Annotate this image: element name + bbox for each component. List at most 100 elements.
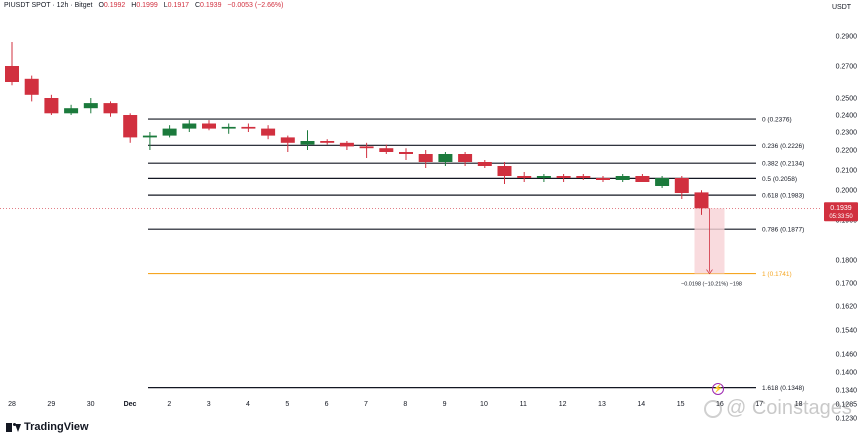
watermark-logo-icon	[704, 399, 722, 418]
candles-layer	[5, 42, 709, 215]
time-tick-label: 8	[403, 401, 407, 408]
exchange-label: Bitget	[74, 2, 93, 9]
candle-body	[142, 135, 157, 138]
price-tick-label: 0.1800	[836, 258, 858, 265]
measure-label: −0.0198 (−10.21%) −198	[681, 282, 742, 288]
time-tick-label: 29	[47, 401, 55, 408]
price-tick-label: 0.1400	[836, 370, 858, 377]
fib-level-label: 0 (0.2376)	[762, 117, 792, 124]
price-tick-label: 0.2400	[836, 113, 858, 120]
price-tick-label: 0.1285	[836, 402, 858, 409]
candle-body	[556, 176, 571, 178]
fib-level-label: 0.786 (0.1877)	[762, 227, 804, 234]
tradingview-wordmark: TradingView	[24, 421, 89, 433]
time-tick-label: Dec	[124, 401, 137, 408]
candle-body	[477, 162, 492, 166]
price-tick-label: 0.1230	[836, 416, 858, 423]
candle-body	[83, 103, 98, 109]
candle-body	[655, 178, 670, 186]
price-tick-label: 0.1540	[836, 328, 858, 335]
price-axis[interactable]: 0.2900 0.2700 0.2500 0.2400 0.2300 0.2200 0.21…	[824, 34, 858, 423]
symbol-name[interactable]: PIUSDT SPOT	[4, 2, 51, 9]
candle-body	[123, 115, 138, 138]
price-tick-label: 0.2900	[836, 34, 858, 41]
price-tick-label: 0.2700	[836, 64, 858, 71]
time-tick-label: 17	[755, 401, 763, 408]
candle-body	[399, 152, 413, 154]
measure-layer: −0.0198 (−10.21%) −198	[681, 208, 742, 288]
price-tick-label: 0.1700	[836, 281, 858, 288]
price-tick-label: 0.1460	[836, 352, 858, 359]
fib-level-label: 1 (0.1741)	[762, 271, 792, 278]
candle-body	[418, 154, 433, 162]
fib-level-label: 0.5 (0.2058)	[762, 176, 797, 183]
lightning-icon[interactable]: ⚡	[712, 383, 724, 395]
time-tick-label: 15	[677, 401, 685, 408]
ohlc-low: L0.1917	[163, 2, 190, 9]
price-tick-label: 0.2100	[836, 168, 858, 175]
fib-level-label: 1.618 (0.1348)	[762, 385, 804, 392]
candle-body	[359, 146, 374, 149]
measure-arrow-head	[706, 269, 713, 275]
current-price-tag	[824, 202, 858, 222]
ohlc-close: C0.1939	[194, 2, 222, 9]
fib-layer: 0 (0.2376) 0.236 (0.2226) 0.382 (0.2134) 0.…	[0, 117, 822, 392]
candle-body	[615, 176, 630, 180]
candle-body	[64, 108, 79, 114]
time-tick-label: 13	[598, 401, 606, 408]
watermark-text: @ Coinstages	[726, 397, 852, 419]
candle-body	[458, 154, 473, 162]
separator: ·	[52, 2, 57, 9]
time-tick-label: 2	[167, 401, 171, 408]
candle-body	[103, 103, 118, 114]
time-tick-label: 5	[285, 401, 289, 408]
fib-level-label: 0.618 (0.1983)	[762, 193, 804, 200]
candle-body	[241, 126, 256, 129]
candle-body	[517, 176, 532, 178]
time-tick-label: 14	[637, 401, 645, 408]
candle-body	[674, 178, 689, 193]
ohlc-change: −0.0053 (−2.66%)	[227, 2, 284, 9]
interval-label[interactable]: 12h	[56, 2, 69, 9]
time-tick-label: 11	[520, 401, 527, 408]
candle-body	[438, 154, 453, 162]
time-tick-label: 7	[364, 401, 368, 408]
price-tick-label: 0.2500	[836, 96, 858, 103]
price-tick-label: 0.1620	[836, 304, 858, 311]
fib-level-label: 0.236 (0.2226)	[762, 143, 804, 150]
watermark: @ Coinstages	[704, 397, 852, 420]
candle-body	[5, 66, 19, 82]
fib-level-label: 0.382 (0.2134)	[762, 161, 804, 168]
candle-body	[576, 176, 591, 178]
candle-body	[162, 128, 177, 136]
tradingview-logo[interactable]: TradingView	[6, 420, 89, 434]
candle-body	[24, 78, 39, 95]
price-tick-label: 0.2200	[836, 148, 858, 155]
candle-body	[202, 123, 216, 129]
candle-body	[300, 141, 315, 145]
time-tick-label: 28	[8, 401, 16, 408]
candle-body	[339, 142, 354, 147]
tradingview-mark-icon	[6, 422, 21, 432]
price-tick-label: 0.2000	[836, 188, 858, 195]
candle-body	[635, 176, 650, 182]
candle-body	[44, 98, 59, 114]
candle-body	[536, 176, 551, 178]
candle-body	[320, 141, 335, 143]
candle-body	[280, 137, 295, 143]
time-tick-label: 4	[246, 401, 250, 408]
time-axis[interactable]: 28 29 30 Dec 2 3 4 5 6 7 8 9 10 11 12 13 14 15 16 17 18	[8, 401, 802, 408]
candle-body	[261, 128, 276, 136]
time-tick-label: 18	[795, 401, 803, 408]
separator: ·	[70, 2, 75, 9]
time-tick-label: 9	[443, 401, 447, 408]
ohlc-open: O0.1992	[98, 2, 126, 9]
ohlc-high: H0.1999	[131, 2, 158, 9]
current-price-value: 0.1939	[830, 205, 852, 212]
symbol-header: PIUSDT SPOT · 12h · Bitget O0.1992 H0.19…	[4, 2, 283, 14]
price-tick-label: 0.1340	[836, 388, 858, 395]
candle-body	[379, 148, 394, 152]
candle-body	[497, 166, 512, 176]
